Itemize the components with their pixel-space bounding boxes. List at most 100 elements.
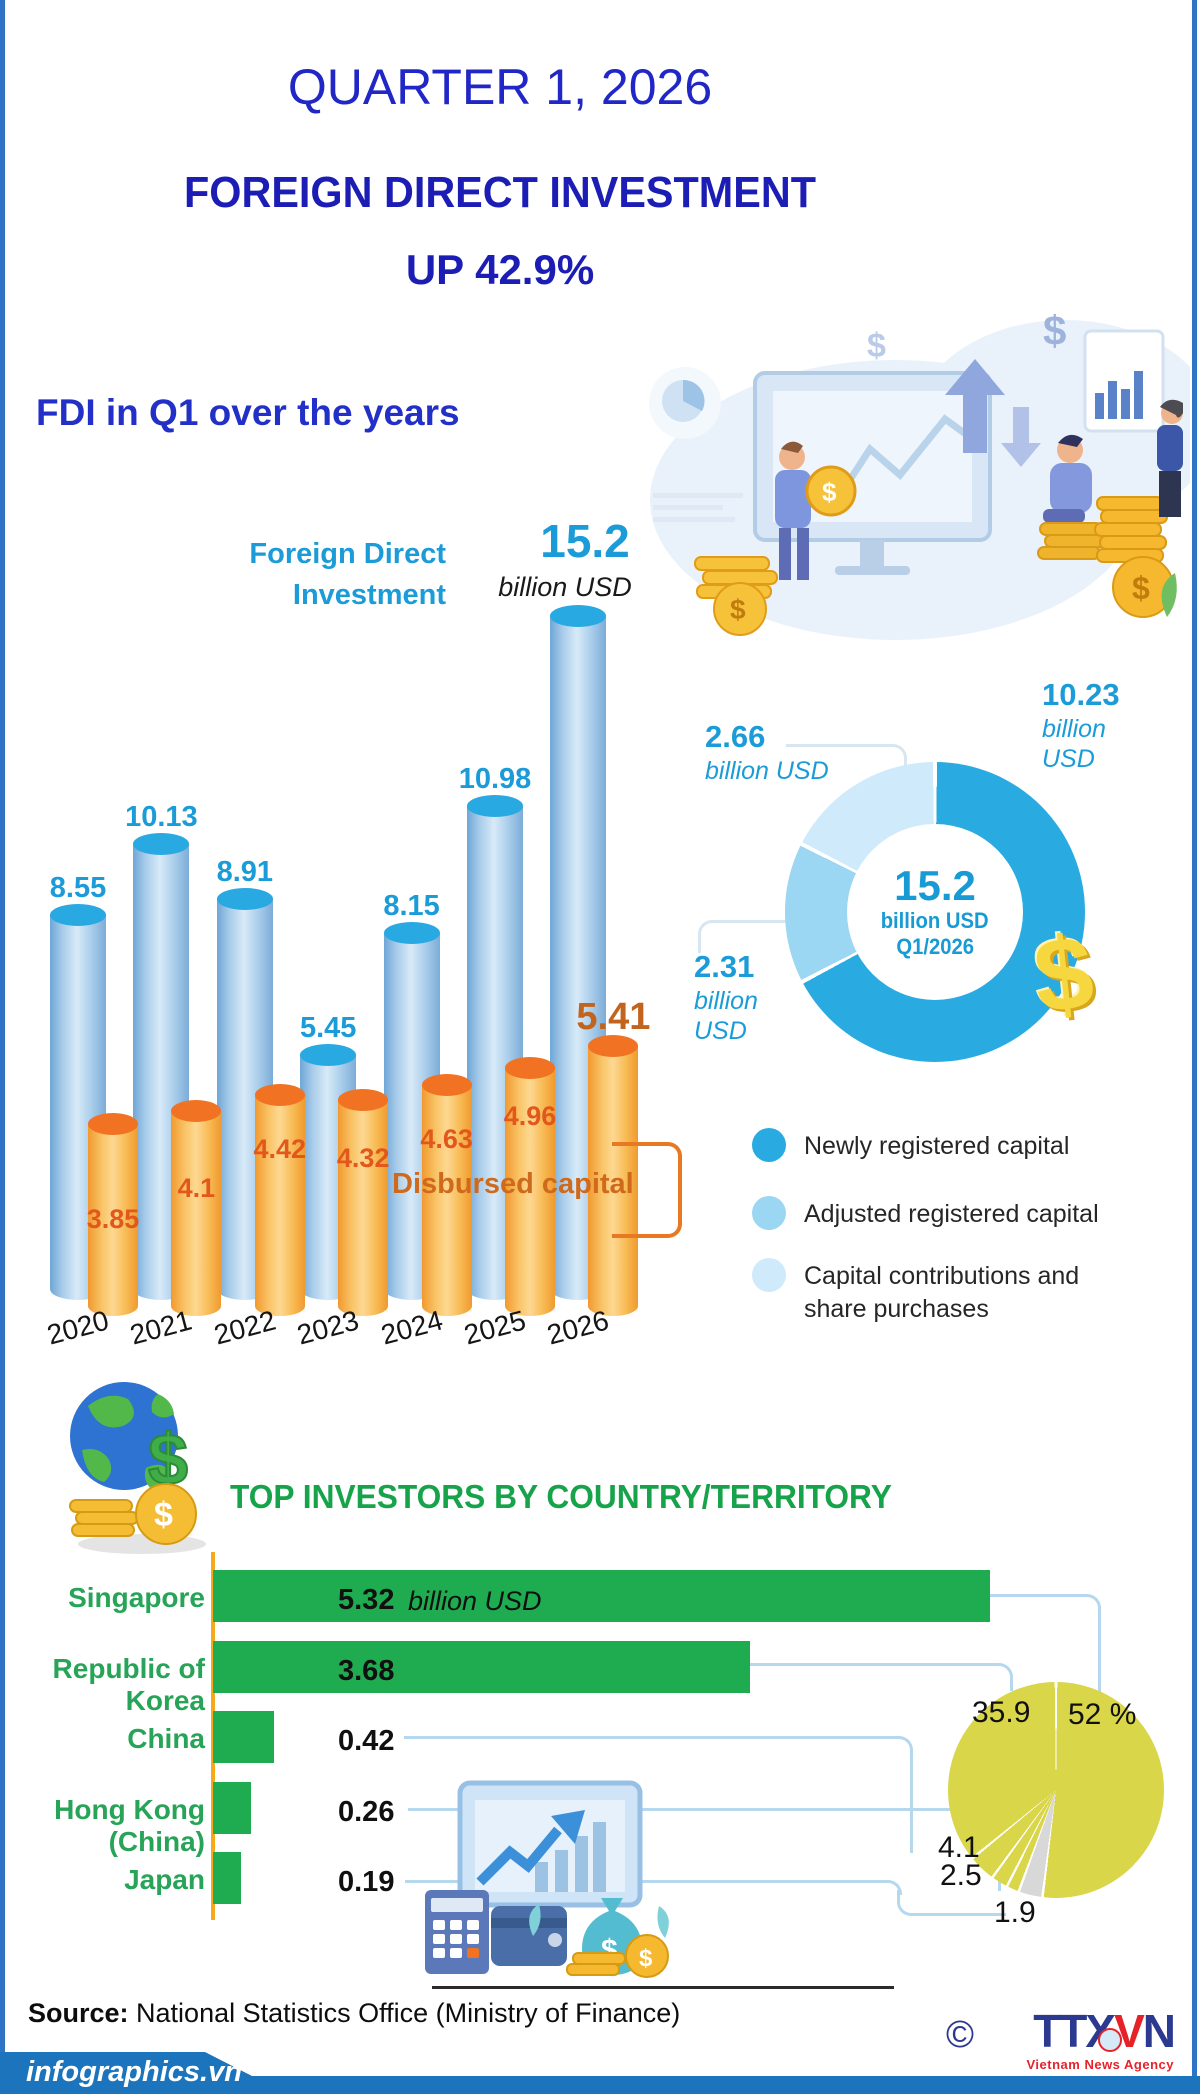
disbursed-bar-cap	[588, 1034, 639, 1057]
investor-bar-5	[213, 1852, 241, 1905]
disbursed-bar-2025	[505, 1057, 555, 1316]
source-line: Source: National Statistics Office (Mini…	[28, 1998, 680, 2029]
pie-percent-5: 1.9	[994, 1896, 1036, 1929]
fdi-bar-cap	[133, 833, 190, 856]
right-border	[1192, 0, 1197, 2094]
donut-value-newly: 10.23	[1042, 677, 1120, 712]
page-growth: UP 42.9%	[405, 246, 595, 293]
investor-value-5: 0.19	[338, 1866, 395, 1899]
connector-korea	[748, 1663, 1013, 1691]
investor-bar-4	[213, 1781, 251, 1834]
svg-text:$: $	[867, 327, 886, 365]
fdi-value-2025: 10.98	[458, 762, 532, 795]
illustration-underline	[432, 1986, 894, 1989]
investor-value-4: 0.26	[338, 1795, 395, 1828]
fdi-2026-value: 15.2	[540, 515, 630, 567]
disbursed-value-2021: 4.1	[177, 1173, 216, 1203]
coins-icon	[566, 1934, 669, 1978]
investors-pie-chart	[948, 1682, 1164, 1898]
connector-japan-b	[897, 1890, 1006, 1916]
page-subtitle: FOREIGN DIRECT INVESTMENT	[184, 168, 816, 217]
coin-stack-left	[694, 556, 778, 636]
fdi-value-2022: 8.91	[216, 856, 274, 889]
legend-label: Newly registered capital	[804, 1132, 1070, 1160]
fdi-series-label-line2: Investment	[292, 578, 446, 611]
disbursed-bar-cap	[254, 1084, 305, 1106]
dollar-sign-icon: $	[1029, 914, 1099, 1036]
investor-bar-2	[213, 1640, 751, 1693]
legend-item-1: Newly registered capital	[752, 1128, 1152, 1163]
disbursed-bar-2021	[171, 1100, 222, 1316]
coin-icon	[805, 465, 857, 517]
page-title: QUARTER 1, 2026	[287, 59, 713, 115]
legend-dot	[752, 1196, 786, 1230]
disbursed-bar-2022	[254, 1084, 305, 1316]
investor-value-1: 5.32	[338, 1584, 395, 1616]
investor-unit: billion USD	[408, 1586, 542, 1616]
disbursed-bar-cap	[171, 1100, 222, 1122]
down-arrow-icon	[1001, 407, 1041, 467]
fdi-value-2020: 8.55	[49, 872, 107, 905]
disbursed-value-2024: 4.63	[420, 1123, 473, 1154]
ttxvn-globe-icon	[1098, 2028, 1122, 2052]
legend-label: Adjusted registered capital	[804, 1200, 1099, 1228]
source-text: National Statistics Office (Ministry of …	[128, 1998, 681, 2028]
investors-section-heading: TOP INVESTORS BY COUNTRY/TERRITORY	[230, 1478, 892, 1515]
svg-text:$: $	[822, 477, 837, 507]
fdi-2026-unit: billion USD	[498, 572, 632, 602]
fdi-series-label-line1: Foreign Direct	[249, 538, 446, 570]
fdi-bar-cap	[383, 922, 440, 945]
donut-value-contributions: 2.66	[705, 719, 766, 754]
source-prefix: Source:	[28, 1998, 129, 2028]
ttxvn-logo: TTXVN Vietnam News Agency	[1002, 2008, 1177, 2072]
fdi-bar-cap	[300, 1043, 357, 1066]
report-icon	[1083, 329, 1165, 433]
legend-dot	[752, 1128, 786, 1162]
copyright-symbol: ©	[946, 2014, 974, 2056]
disbursed-value-2022: 4.42	[253, 1134, 307, 1164]
disbursed-bar-2023	[338, 1089, 389, 1316]
investor-bar-1	[213, 1570, 990, 1622]
fdi-value-2024: 8.15	[383, 890, 440, 923]
coin-stack-seat	[1037, 522, 1108, 560]
footer-site-link[interactable]: infographics.vn	[26, 2056, 242, 2088]
legend-item-3: Capital contributions and share purchase…	[752, 1258, 1152, 1326]
investor-bar-3	[213, 1711, 275, 1764]
legend-label: Capital contributions and share purchase…	[804, 1262, 1080, 1323]
rising-arrow-icon	[476, 1826, 562, 1886]
donut-connector-266	[786, 744, 907, 773]
fdi-value-2021: 10.13	[125, 801, 198, 834]
pie-percent-1: 52 %	[1068, 1698, 1137, 1731]
svg-text:$: $	[1043, 307, 1066, 354]
country-label-1: Singapore	[68, 1582, 205, 1613]
donut-total-period: Q1/2026	[896, 934, 974, 960]
svg-text:$: $	[730, 594, 746, 625]
donut-value-adjusted: 2.31	[694, 949, 755, 984]
fdi-bar-cap	[216, 888, 273, 911]
investor-value-3: 0.42	[338, 1725, 395, 1758]
fdi-bar-cap	[50, 904, 106, 927]
donut-label-contributions: 2.66 billion USD	[705, 719, 829, 785]
connector-china	[404, 1736, 913, 1853]
donut-connector-231	[698, 920, 789, 953]
country-label-4: Hong Kong (China)	[54, 1793, 205, 1857]
disbursed-value-2020: 3.85	[86, 1203, 140, 1234]
fdi-series-label: Foreign Direct Investment	[150, 534, 446, 615]
donut-center: 15.2 billion USD Q1/2026	[847, 824, 1023, 1000]
disbursed-value-2023: 4.32	[336, 1143, 390, 1173]
disbursed-bracket	[612, 1142, 682, 1238]
up-arrow-icon	[945, 359, 1005, 453]
donut-total-value: 15.2	[894, 861, 976, 909]
fdi-section-heading: FDI in Q1 over the years	[36, 392, 460, 433]
donut-label-newly-registered: 10.23 billion USD	[1042, 677, 1120, 774]
finance-growth-illustration: $ $ $ $	[649, 307, 1190, 640]
finance-monitor-illustration: $ $	[425, 1780, 669, 1978]
disbursed-bar-2024	[421, 1073, 472, 1316]
country-label-2: Republic of Korea	[52, 1652, 205, 1716]
connector-singapore	[988, 1594, 1101, 1693]
pie-percent-4: 2.5	[940, 1859, 982, 1892]
donut-label-adjusted: 2.31 billion USD	[694, 949, 758, 1046]
disbursed-capital-label: Disbursed capital	[392, 1168, 634, 1200]
svg-text:$: $	[154, 1496, 173, 1534]
